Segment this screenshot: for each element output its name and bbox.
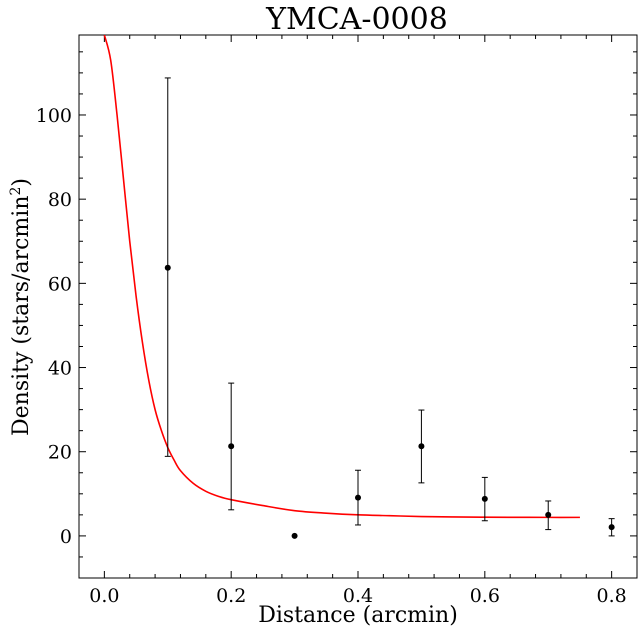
y-tick-label: 40 bbox=[48, 358, 72, 380]
x-tick-label: 0.2 bbox=[216, 585, 246, 607]
y-tick-label: 100 bbox=[36, 105, 72, 127]
y-tick-label: 60 bbox=[48, 273, 72, 295]
fit-curve bbox=[103, 35, 580, 519]
y-tick-label: 0 bbox=[60, 526, 72, 548]
x-tick-label: 0.0 bbox=[89, 585, 119, 607]
chart-title: YMCA-0008 bbox=[265, 2, 448, 37]
data-point bbox=[418, 443, 425, 450]
data-point bbox=[481, 495, 488, 502]
y-axis-label-close: ) bbox=[9, 178, 34, 187]
y-tick-label: 20 bbox=[48, 442, 72, 464]
x-tick-label: 0.6 bbox=[470, 585, 500, 607]
fit-layer bbox=[103, 35, 580, 519]
data-point bbox=[228, 443, 235, 450]
data-point bbox=[355, 494, 361, 501]
x-axis-label: Distance (arcmin) bbox=[258, 603, 458, 628]
data-point bbox=[164, 264, 171, 271]
data-point bbox=[608, 524, 615, 531]
data-point bbox=[291, 532, 298, 539]
y-axis-label: Density (stars/arcmin2) bbox=[8, 178, 34, 436]
points-layer bbox=[164, 77, 615, 539]
x-tick-label: 0.4 bbox=[343, 585, 373, 607]
data-point bbox=[545, 511, 552, 518]
y-axis-label-main: Density (stars/arcmin bbox=[9, 196, 34, 437]
y-axis: 0 20 40 60 80 100 bbox=[36, 51, 637, 558]
y-axis-label-superscript: 2 bbox=[8, 187, 24, 196]
x-axis: 0.0 0.2 0.4 0.6 0.8 bbox=[78, 35, 638, 607]
y-tick-label: 80 bbox=[48, 189, 72, 211]
x-tick-label: 0.8 bbox=[597, 585, 627, 607]
